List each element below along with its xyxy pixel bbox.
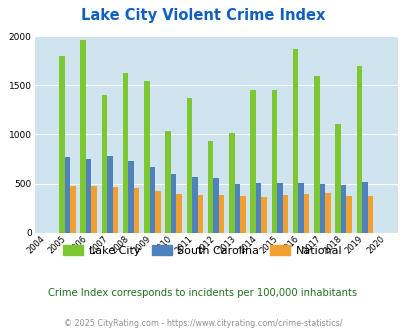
Bar bbox=[292, 49, 298, 233]
Bar bbox=[123, 73, 128, 233]
Bar bbox=[144, 82, 149, 233]
Bar bbox=[240, 196, 245, 233]
Bar bbox=[313, 76, 319, 233]
Bar bbox=[345, 196, 351, 233]
Bar bbox=[197, 195, 203, 233]
Bar bbox=[218, 195, 224, 233]
Bar bbox=[134, 188, 139, 233]
Bar bbox=[171, 174, 176, 233]
Bar bbox=[155, 191, 160, 233]
Bar bbox=[59, 56, 64, 233]
Legend: Lake City, South Carolina, National: Lake City, South Carolina, National bbox=[59, 241, 346, 260]
Text: Crime Index corresponds to incidents per 100,000 inhabitants: Crime Index corresponds to incidents per… bbox=[48, 288, 357, 298]
Bar bbox=[319, 183, 324, 233]
Bar bbox=[282, 195, 288, 233]
Text: Lake City Violent Crime Index: Lake City Violent Crime Index bbox=[81, 8, 324, 23]
Bar bbox=[340, 184, 345, 233]
Bar bbox=[335, 124, 340, 233]
Bar bbox=[361, 182, 367, 233]
Bar bbox=[70, 186, 76, 233]
Bar bbox=[176, 194, 181, 233]
Bar bbox=[149, 167, 155, 233]
Bar bbox=[91, 185, 97, 233]
Bar bbox=[271, 90, 277, 233]
Bar bbox=[165, 131, 171, 233]
Bar bbox=[250, 90, 255, 233]
Bar bbox=[367, 196, 372, 233]
Text: © 2025 CityRating.com - https://www.cityrating.com/crime-statistics/: © 2025 CityRating.com - https://www.city… bbox=[64, 319, 341, 328]
Bar bbox=[64, 157, 70, 233]
Bar bbox=[113, 186, 118, 233]
Bar bbox=[107, 155, 113, 233]
Bar bbox=[128, 161, 134, 233]
Bar bbox=[101, 95, 107, 233]
Bar bbox=[303, 194, 309, 233]
Bar bbox=[298, 183, 303, 233]
Bar bbox=[356, 66, 361, 233]
Bar bbox=[277, 183, 282, 233]
Bar bbox=[213, 178, 218, 233]
Bar bbox=[80, 40, 86, 233]
Bar bbox=[186, 98, 192, 233]
Bar bbox=[228, 133, 234, 233]
Bar bbox=[255, 183, 261, 233]
Bar bbox=[86, 159, 91, 233]
Bar bbox=[192, 177, 197, 233]
Bar bbox=[261, 197, 266, 233]
Bar bbox=[234, 184, 240, 233]
Bar bbox=[207, 141, 213, 233]
Bar bbox=[324, 193, 330, 233]
